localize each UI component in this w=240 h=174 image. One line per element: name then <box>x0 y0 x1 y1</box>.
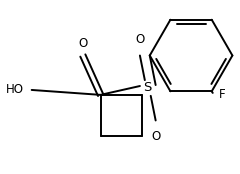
Text: F: F <box>219 88 225 101</box>
Text: S: S <box>144 81 152 94</box>
Text: O: O <box>78 37 87 50</box>
Text: O: O <box>135 33 144 46</box>
Text: HO: HO <box>6 84 24 96</box>
Text: O: O <box>151 130 160 143</box>
